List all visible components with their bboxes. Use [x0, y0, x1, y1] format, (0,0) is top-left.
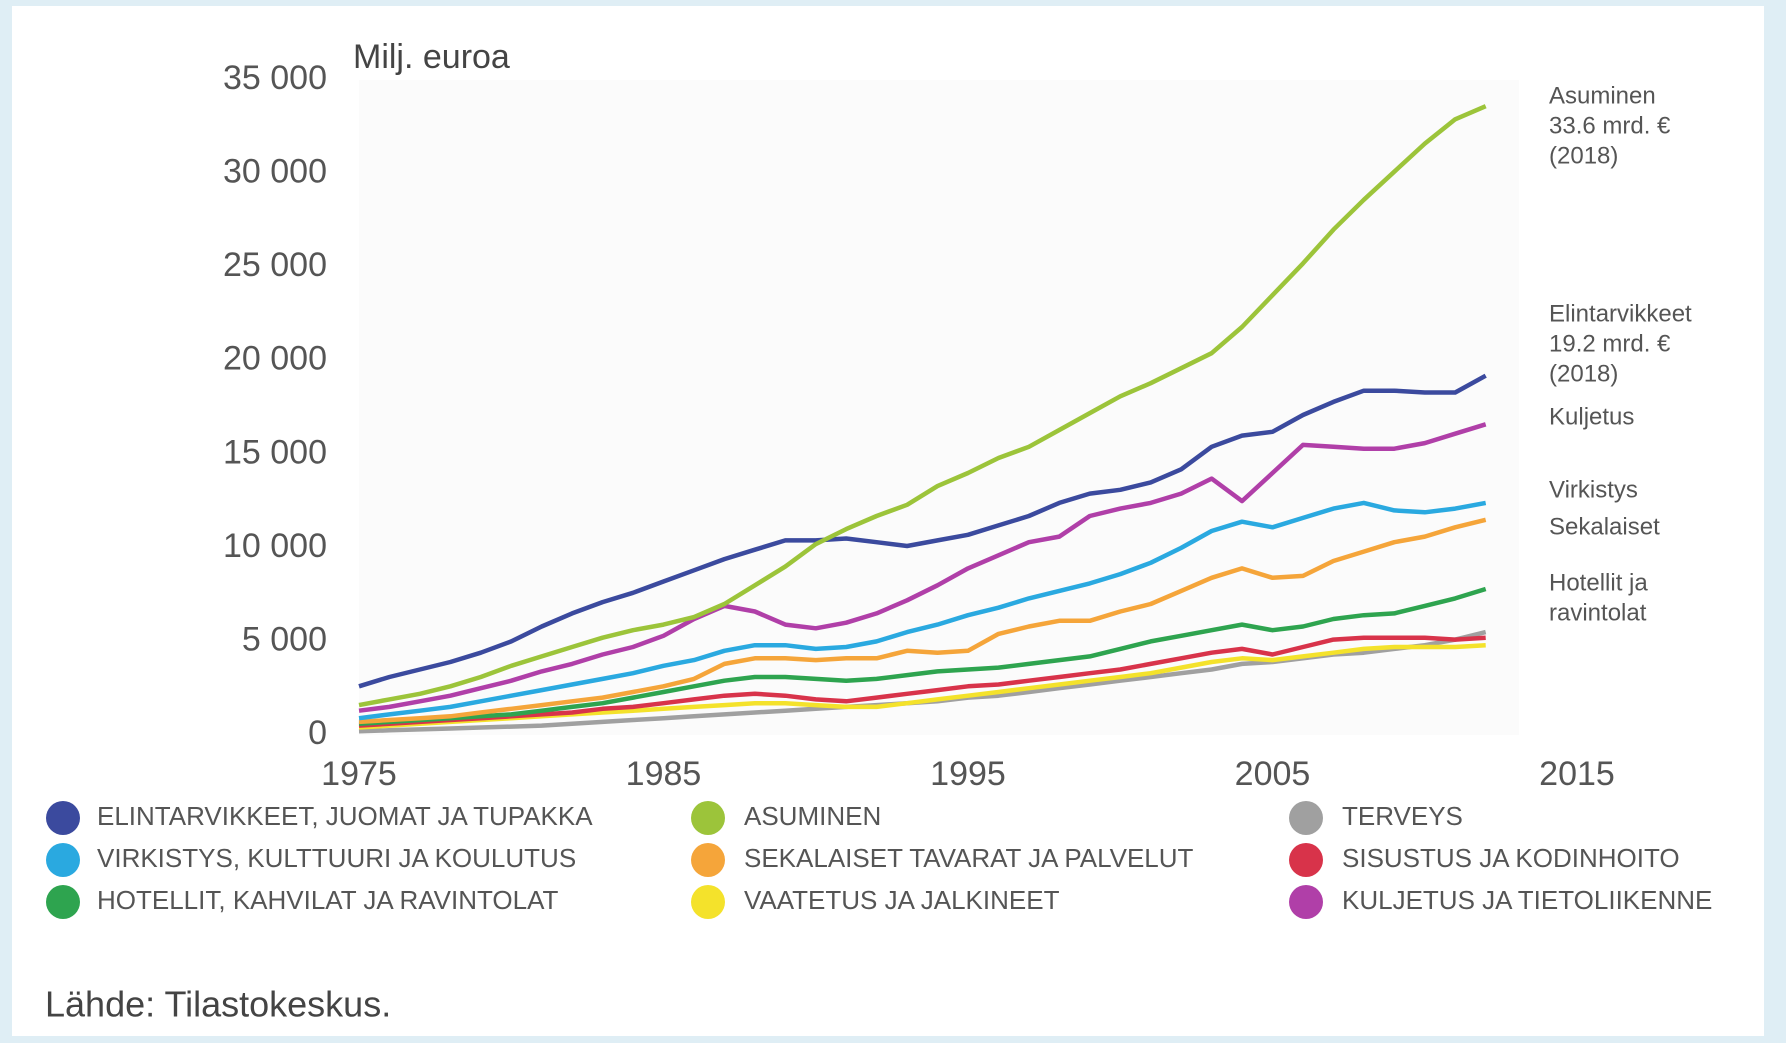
- annotation: (2018): [1549, 142, 1618, 169]
- legend-label: ELINTARVIKKEET, JUOMAT JA TUPAKKA: [97, 801, 593, 831]
- annotation: Asuminen: [1549, 82, 1656, 109]
- legend-swatch: [691, 843, 725, 877]
- legend-label: SISUSTUS JA KODINHOITO: [1342, 843, 1680, 873]
- legend-swatch: [1289, 801, 1323, 835]
- y-tick-label: 5 000: [242, 620, 327, 658]
- annotation: (2018): [1549, 360, 1618, 387]
- y-tick-label: 25 000: [223, 246, 327, 284]
- legend-swatch: [1289, 843, 1323, 877]
- legend-swatch: [691, 801, 725, 835]
- series-line: [358, 635, 1486, 728]
- x-tick-label: 1975: [321, 755, 397, 793]
- y-tick-label: 20 000: [223, 340, 327, 378]
- legend-swatch: [691, 885, 725, 919]
- y-tick-label: 10 000: [223, 527, 327, 565]
- legend-label: ASUMINEN: [744, 801, 881, 831]
- series-line: [358, 517, 1487, 725]
- y-tick-label: 35 000: [223, 59, 327, 97]
- series-line: [358, 373, 1487, 689]
- y-tick-label: 0: [308, 714, 327, 752]
- legend-swatch: [1289, 885, 1323, 919]
- annotation: Kuljetus: [1549, 403, 1634, 430]
- series-line: [358, 500, 1487, 721]
- legend-label: VIRKISTYS, KULTTUURI JA KOULUTUS: [97, 843, 576, 873]
- annotation: Hotellit ja: [1549, 569, 1648, 596]
- legend-swatch: [46, 801, 80, 835]
- legend-label: KULJETUS JA TIETOLIIKENNE: [1342, 885, 1712, 915]
- legend-label: VAATETUS JA JALKINEET: [744, 885, 1060, 915]
- annotation: ravintolat: [1549, 599, 1647, 626]
- series-line: [358, 586, 1487, 727]
- y-tick-label: 15 000: [223, 433, 327, 471]
- annotation: Sekalaiset: [1549, 513, 1660, 540]
- x-tick-label: 1995: [930, 755, 1006, 793]
- legend-swatch: [46, 885, 80, 919]
- annotation: 33.6 mrd. €: [1549, 112, 1671, 139]
- series-line: [358, 422, 1487, 713]
- legend-label: SEKALAISET TAVARAT JA PALVELUT: [744, 843, 1194, 873]
- legend-label: TERVEYS: [1342, 801, 1463, 831]
- source: Lähde: Tilastokeskus.: [45, 984, 391, 1025]
- legend-swatch: [46, 843, 80, 877]
- annotation: Elintarvikkeet: [1549, 300, 1692, 327]
- annotation: Virkistys: [1549, 476, 1638, 503]
- y-axis-label: Milj. euroa: [353, 38, 510, 76]
- x-tick-label: 1985: [626, 755, 702, 793]
- legend-label: HOTELLIT, KAHVILAT JA RAVINTOLAT: [97, 885, 559, 915]
- y-tick-label: 30 000: [223, 153, 327, 191]
- annotation: 19.2 mrd. €: [1549, 330, 1671, 357]
- x-tick-label: 2015: [1539, 755, 1615, 793]
- x-tick-label: 2005: [1235, 755, 1311, 793]
- series-line: [358, 104, 1487, 708]
